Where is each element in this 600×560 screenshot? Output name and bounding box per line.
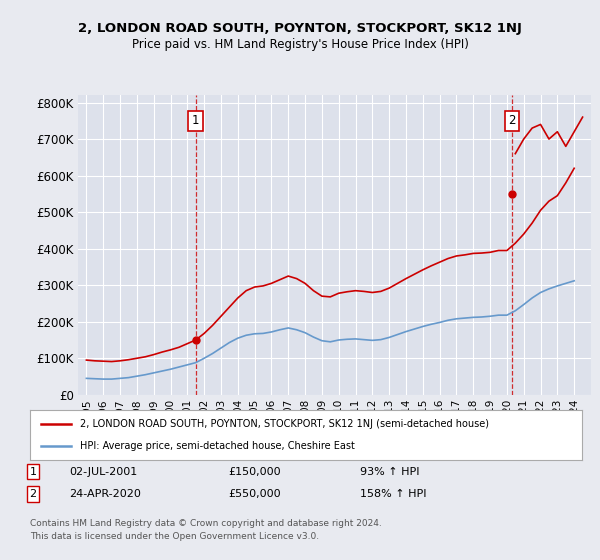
Text: 2, LONDON ROAD SOUTH, POYNTON, STOCKPORT, SK12 1NJ (semi-detached house): 2, LONDON ROAD SOUTH, POYNTON, STOCKPORT…	[80, 419, 488, 429]
Text: £550,000: £550,000	[228, 489, 281, 499]
Text: 2: 2	[508, 114, 515, 127]
Text: 1: 1	[29, 466, 37, 477]
Text: 93% ↑ HPI: 93% ↑ HPI	[360, 466, 419, 477]
Text: Contains HM Land Registry data © Crown copyright and database right 2024.: Contains HM Land Registry data © Crown c…	[30, 519, 382, 528]
Text: Price paid vs. HM Land Registry's House Price Index (HPI): Price paid vs. HM Land Registry's House …	[131, 38, 469, 51]
Text: This data is licensed under the Open Government Licence v3.0.: This data is licensed under the Open Gov…	[30, 532, 319, 541]
Text: 158% ↑ HPI: 158% ↑ HPI	[360, 489, 427, 499]
Text: 1: 1	[192, 114, 199, 127]
Text: 24-APR-2020: 24-APR-2020	[69, 489, 141, 499]
Text: HPI: Average price, semi-detached house, Cheshire East: HPI: Average price, semi-detached house,…	[80, 441, 355, 451]
Text: 2, LONDON ROAD SOUTH, POYNTON, STOCKPORT, SK12 1NJ: 2, LONDON ROAD SOUTH, POYNTON, STOCKPORT…	[78, 22, 522, 35]
Text: 02-JUL-2001: 02-JUL-2001	[69, 466, 137, 477]
Text: £150,000: £150,000	[228, 466, 281, 477]
Text: 2: 2	[29, 489, 37, 499]
